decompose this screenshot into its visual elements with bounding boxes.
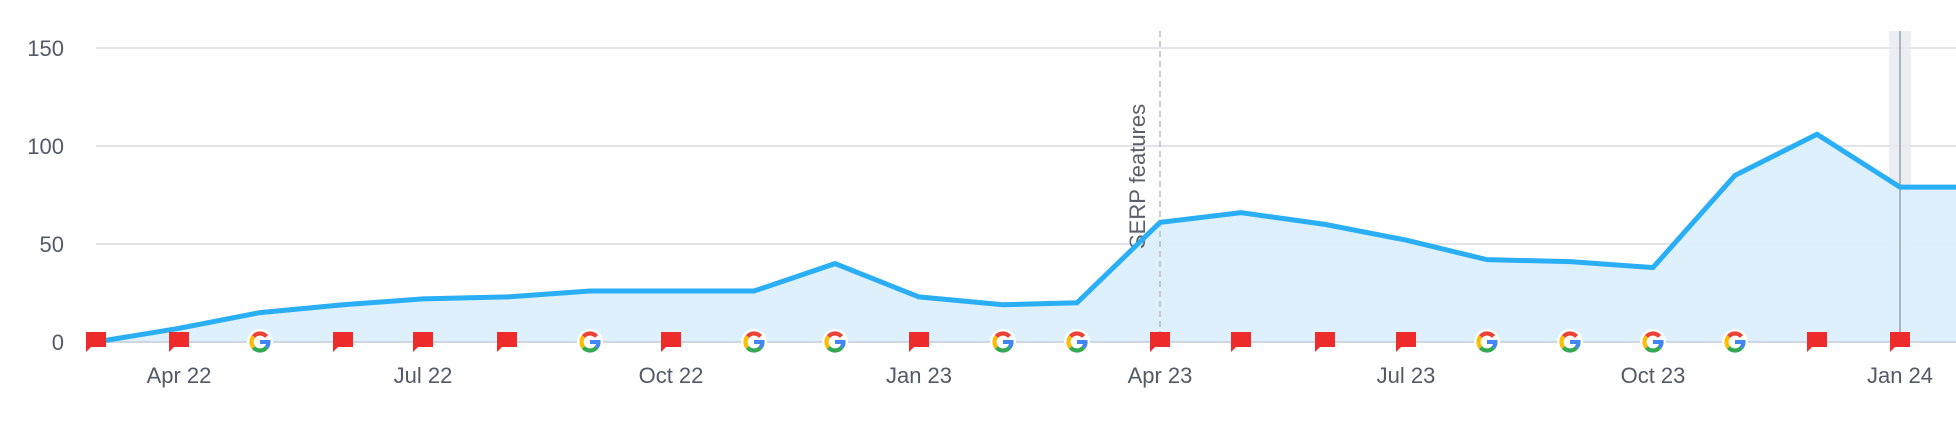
flag-icon[interactable] xyxy=(1315,332,1335,352)
flag-icon[interactable] xyxy=(497,332,517,352)
flag-icon[interactable] xyxy=(333,332,353,352)
x-tick-label: Oct 22 xyxy=(639,363,704,388)
y-tick-label: 0 xyxy=(52,330,64,355)
google-update-icon[interactable] xyxy=(247,329,273,355)
area-path xyxy=(96,134,1956,342)
x-tick-label: Jul 22 xyxy=(394,363,453,388)
google-update-icon[interactable] xyxy=(1722,329,1748,355)
annotation-label[interactable]: SERP features xyxy=(1125,104,1150,249)
google-update-icon[interactable] xyxy=(822,329,848,355)
flag-icon[interactable] xyxy=(1231,332,1251,352)
y-axis: 0 50 100 150 xyxy=(27,36,64,355)
google-update-icon[interactable] xyxy=(577,329,603,355)
google-update-icon[interactable] xyxy=(1640,329,1666,355)
flag-icon[interactable] xyxy=(1890,332,1910,352)
serp-features-annotation[interactable]: SERP features xyxy=(1125,31,1901,342)
series-polyline xyxy=(95,131,1956,345)
flag-icon[interactable] xyxy=(909,332,929,352)
flag-icon[interactable] xyxy=(1150,332,1170,352)
google-update-icon[interactable] xyxy=(1474,329,1500,355)
flag-icon[interactable] xyxy=(413,332,433,352)
x-axis: Apr 22 Jul 22 Oct 22 Jan 23 Apr 23 Jul 23 Oct … xyxy=(147,363,1933,388)
y-tick-label: 50 xyxy=(40,232,64,257)
y-tick-label: 100 xyxy=(27,134,64,159)
google-update-icon[interactable] xyxy=(1557,329,1583,355)
event-markers xyxy=(86,329,1910,355)
x-tick-label: Apr 23 xyxy=(1128,363,1193,388)
x-tick-label: Apr 22 xyxy=(147,363,212,388)
flag-icon[interactable] xyxy=(86,332,106,352)
google-update-icon[interactable] xyxy=(1064,329,1090,355)
flag-icon[interactable] xyxy=(169,332,189,352)
flag-icon[interactable] xyxy=(1396,332,1416,352)
flag-icon[interactable] xyxy=(1807,332,1827,352)
flag-icon[interactable] xyxy=(661,332,681,352)
x-tick-label: Jan 24 xyxy=(1867,363,1933,388)
series-line xyxy=(95,131,1956,345)
x-tick-label: Oct 23 xyxy=(1621,363,1686,388)
google-update-icon[interactable] xyxy=(990,329,1016,355)
y-tick-label: 150 xyxy=(27,36,64,61)
google-update-icon[interactable] xyxy=(741,329,767,355)
x-tick-label: Jul 23 xyxy=(1377,363,1436,388)
x-tick-label: Jan 23 xyxy=(886,363,952,388)
